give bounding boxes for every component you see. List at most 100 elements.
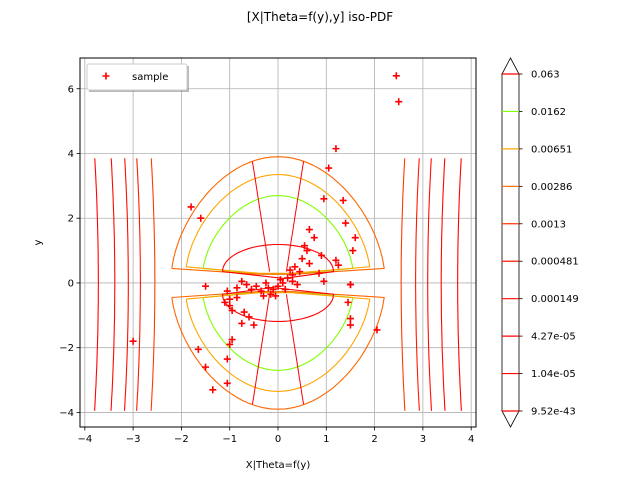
sample-point [209, 386, 217, 394]
sample-point [267, 290, 275, 298]
sample-point [221, 298, 229, 306]
sample-point [305, 260, 313, 268]
sample-point [339, 196, 347, 204]
x-tick-label: −3 [126, 434, 141, 445]
x-tick-label: −4 [77, 434, 92, 445]
colorbar-tick-label: 4.27e-05 [531, 332, 576, 343]
colorbar-tick-label: 0.00651 [531, 144, 572, 155]
contour-line [110, 158, 116, 411]
colorbar-tick-label: 1.04e-05 [531, 369, 576, 380]
contour-line [440, 158, 446, 411]
colorbar-tick-label: 0.000481 [531, 257, 579, 268]
sample-point [260, 292, 268, 300]
contour-line [221, 243, 335, 279]
contour-line [185, 292, 371, 392]
x-tick-label: 1 [323, 434, 329, 445]
sample-point [245, 313, 253, 321]
plot-area: −4 −3 −2 −1 0 1 2 3 4 −4 −2 0 2 4 6 [59, 57, 477, 445]
sample-point [202, 363, 210, 371]
contour-line [171, 156, 385, 275]
sample-point [223, 355, 231, 363]
sample-point [228, 336, 236, 344]
sample-point [274, 282, 282, 290]
contour-line [251, 161, 271, 272]
sample-point [276, 276, 284, 284]
contour-line [150, 158, 156, 411]
x-axis-ticks: −4 −3 −2 −1 0 1 2 3 4 [77, 427, 474, 445]
sample-point [252, 282, 260, 290]
sample-point [303, 247, 311, 255]
contour-line [202, 291, 354, 371]
sample-point [310, 234, 318, 242]
x-tick-label: 3 [420, 434, 426, 445]
sample-point [247, 285, 255, 293]
sample-point [344, 298, 352, 306]
legend: sample [86, 63, 189, 92]
sample-point [342, 219, 350, 227]
sample-point [346, 281, 354, 289]
sample-point [332, 256, 340, 264]
sample-point [298, 255, 306, 263]
sample-point [288, 271, 296, 279]
sample-point [296, 268, 304, 276]
sample-point [281, 285, 289, 293]
sample-point [346, 321, 354, 329]
y-tick-label: 6 [68, 84, 74, 95]
sample-point [301, 242, 309, 250]
legend-marker-glyph [102, 72, 110, 80]
sample-point [293, 281, 301, 289]
sample-point [238, 319, 246, 327]
sample-point [349, 247, 357, 255]
x-tick-label: 2 [371, 434, 377, 445]
colorbar-tick-label: 0.00286 [531, 182, 572, 193]
sample-point [187, 203, 195, 211]
legend-marker-sample [102, 72, 110, 80]
contour-line [123, 158, 129, 411]
sample-point [233, 294, 241, 302]
sample-point [373, 326, 381, 334]
y-tick-label: −4 [59, 408, 74, 419]
y-axis-ticks: −4 −2 0 2 4 6 [59, 84, 80, 419]
sample-point [291, 263, 299, 271]
sample-point [228, 306, 236, 314]
sample-point [315, 269, 323, 277]
sample-point [272, 292, 280, 300]
x-tick-label: 0 [275, 434, 281, 445]
contour-line [185, 173, 371, 274]
sample-point [317, 251, 325, 259]
colorbar-tick-label: 0.0162 [531, 107, 566, 118]
sample-point [288, 277, 296, 285]
contour-line [136, 158, 141, 411]
sample-point [223, 287, 231, 295]
x-tick-label: −1 [222, 434, 237, 445]
contour-line [171, 291, 385, 410]
colorbar: 0.063 0.0162 0.00651 0.00286 0.0013 0.000481 0… [501, 57, 579, 428]
sample-point [264, 284, 272, 292]
colorbar-body [501, 73, 520, 412]
x-axis-label: X|Theta=f(y) [246, 460, 311, 471]
x-tick-label: −2 [174, 434, 189, 445]
contour-line [285, 161, 305, 272]
x-tick-label: 4 [468, 434, 474, 445]
sample-point [226, 302, 234, 310]
sample-point [240, 308, 248, 316]
contour-line [202, 195, 354, 275]
sample-points [129, 72, 403, 394]
y-tick-label: 4 [68, 149, 74, 160]
contour-line [427, 158, 433, 411]
sample-point [226, 340, 234, 348]
sample-point [226, 295, 234, 303]
contour-line [285, 294, 305, 405]
sample-point [257, 287, 265, 295]
colorbar-tick-label: 0.063 [531, 70, 560, 81]
colorbar-tick-label: 9.52e-43 [531, 407, 576, 418]
sample-point [392, 72, 400, 80]
sample-point [243, 281, 251, 289]
sample-point [197, 214, 205, 222]
contour-line [415, 158, 420, 411]
y-axis-label: y [33, 239, 44, 245]
colorbar-tick-label: 0.0013 [531, 219, 566, 230]
sample-point [238, 277, 246, 285]
colorbar-tick-label: 0.000149 [531, 294, 579, 305]
